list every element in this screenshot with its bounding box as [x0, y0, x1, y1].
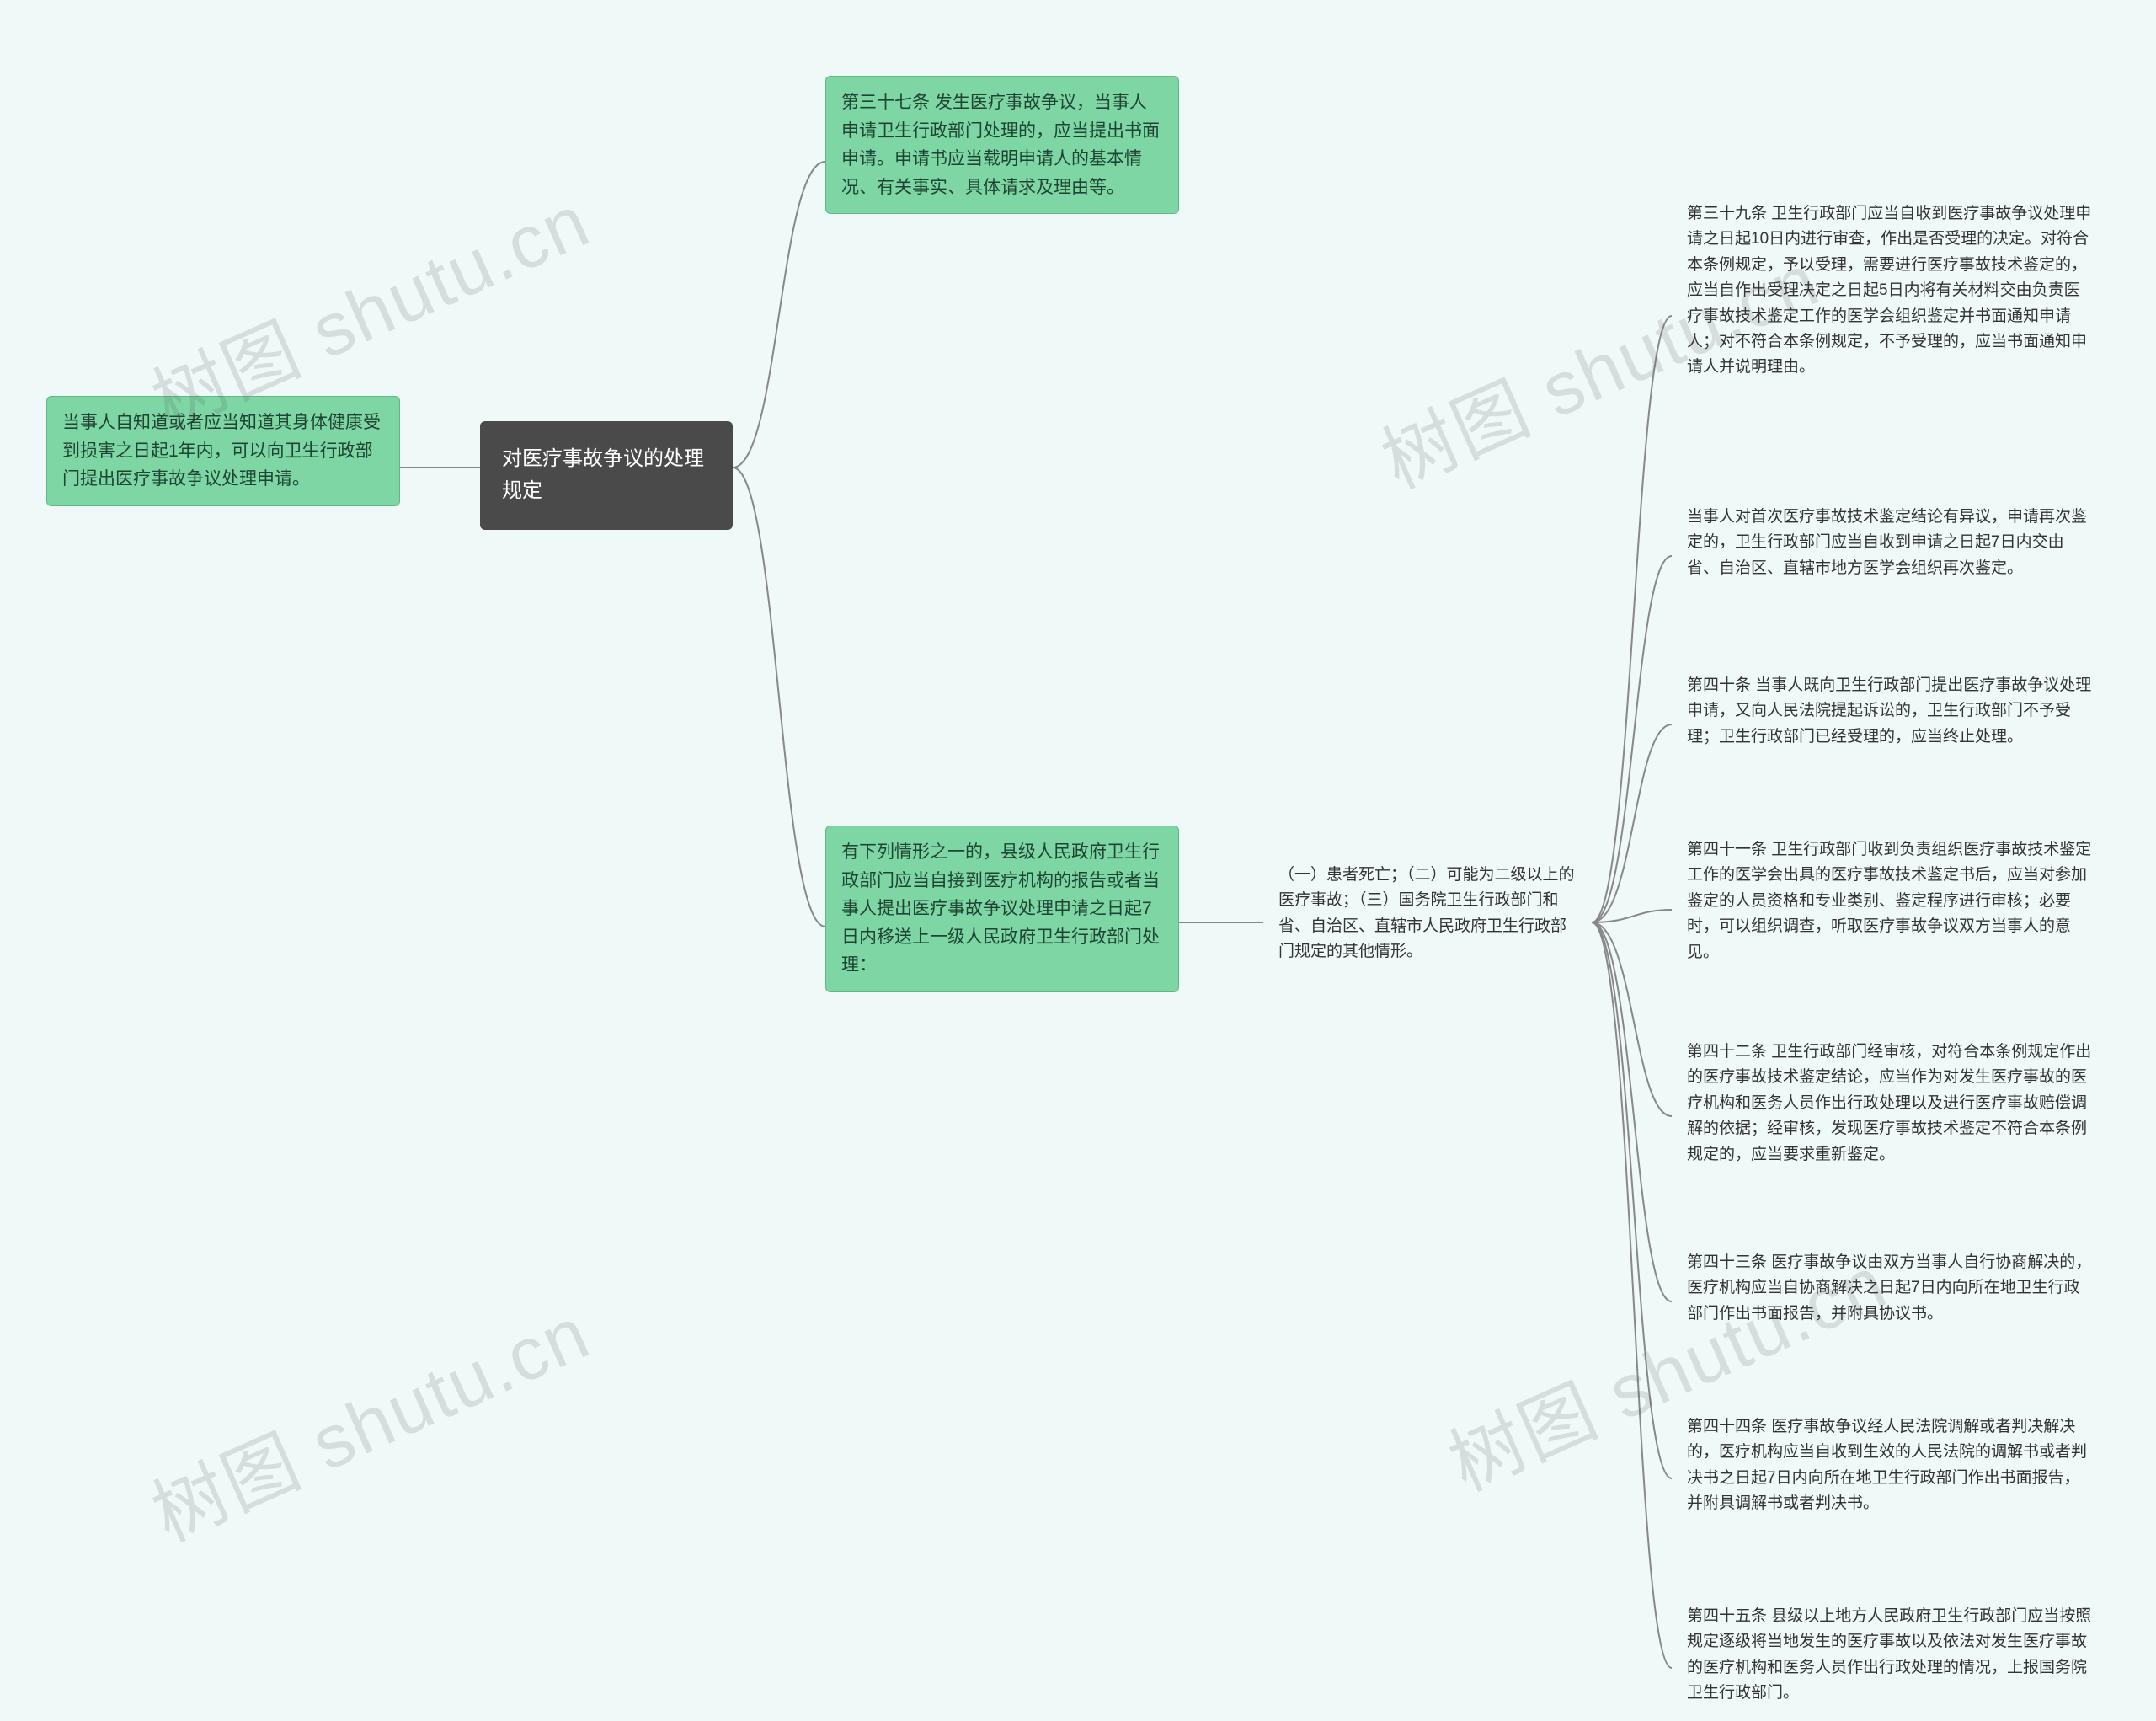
node-r3-text: 第四十条 当事人既向卫生行政部门提出医疗事故争议处理申请，又向人民法院提起诉讼的… — [1687, 676, 2091, 746]
node-c1-text: 第三十七条 发生医疗事故争议，当事人申请卫生行政部门处理的，应当提出书面申请。申… — [841, 93, 1160, 197]
node-left-1[interactable]: 当事人自知道或者应当知道其身体健康受到损害之日起1年内，可以向卫生行政部门提出医… — [46, 396, 400, 506]
root-label: 对医疗事故争议的处理规定 — [502, 447, 704, 502]
node-r7[interactable]: 第四十四条 医疗事故争议经人民法院调解或者判决解决的，医疗机构应当自收到生效的人… — [1672, 1403, 2110, 1529]
mindmap-canvas: 对医疗事故争议的处理规定 当事人自知道或者应当知道其身体健康受到损害之日起1年内… — [0, 0, 2156, 1721]
node-r5-text: 第四十二条 卫生行政部门经审核，对符合本条例规定作出的医疗事故技术鉴定结论，应当… — [1687, 1043, 2091, 1163]
node-r5[interactable]: 第四十二条 卫生行政部门经审核，对符合本条例规定作出的医疗事故技术鉴定结论，应当… — [1672, 1028, 2110, 1179]
node-c2-text: 有下列情形之一的，县级人民政府卫生行政部门应当自接到医疗机构的报告或者当事人提出… — [841, 842, 1160, 975]
node-c1[interactable]: 第三十七条 发生医疗事故争议，当事人申请卫生行政部门处理的，应当提出书面申请。申… — [825, 76, 1179, 214]
node-r2[interactable]: 当事人对首次医疗事故技术鉴定结论有异议，申请再次鉴定的，卫生行政部门应当自收到申… — [1672, 493, 2110, 593]
node-r4[interactable]: 第四十一条 卫生行政部门收到负责组织医疗事故技术鉴定工作的医学会出具的医疗事故技… — [1672, 826, 2110, 977]
node-c2[interactable]: 有下列情形之一的，县级人民政府卫生行政部门应当自接到医疗机构的报告或者当事人提出… — [825, 826, 1179, 992]
node-r7-text: 第四十四条 医疗事故争议经人民法院调解或者判决解决的，医疗机构应当自收到生效的人… — [1687, 1418, 2087, 1512]
node-r6-text: 第四十三条 医疗事故争议由双方当事人自行协商解决的，医疗机构应当自协商解决之日起… — [1687, 1253, 2091, 1323]
node-r6[interactable]: 第四十三条 医疗事故争议由双方当事人自行协商解决的，医疗机构应当自协商解决之日起… — [1672, 1238, 2110, 1339]
root-node[interactable]: 对医疗事故争议的处理规定 — [480, 421, 733, 530]
node-r1-text: 第三十九条 卫生行政部门应当自收到医疗事故争议处理申请之日起10日内进行审查，作… — [1687, 205, 2091, 376]
node-r8-text: 第四十五条 县级以上地方人民政府卫生行政部门应当按照规定逐级将当地发生的医疗事故… — [1687, 1607, 2091, 1702]
node-r1[interactable]: 第三十九条 卫生行政部门应当自收到医疗事故争议处理申请之日起10日内进行审查，作… — [1672, 190, 2110, 393]
node-r3[interactable]: 第四十条 当事人既向卫生行政部门提出医疗事故争议处理申请，又向人民法院提起诉讼的… — [1672, 661, 2110, 762]
node-r2-text: 当事人对首次医疗事故技术鉴定结论有异议，申请再次鉴定的，卫生行政部门应当自收到申… — [1687, 508, 2087, 577]
node-r8[interactable]: 第四十五条 县级以上地方人民政府卫生行政部门应当按照规定逐级将当地发生的医疗事故… — [1672, 1592, 2110, 1718]
node-c2-mid-text: （一）患者死亡；（二）可能为二级以上的医疗事故；（三）国务院卫生行政部门和省、自… — [1278, 866, 1575, 960]
node-c2-mid[interactable]: （一）患者死亡；（二）可能为二级以上的医疗事故；（三）国务院卫生行政部门和省、自… — [1263, 851, 1592, 977]
node-left-1-text: 当事人自知道或者应当知道其身体健康受到损害之日起1年内，可以向卫生行政部门提出医… — [62, 413, 381, 489]
node-r4-text: 第四十一条 卫生行政部门收到负责组织医疗事故技术鉴定工作的医学会出具的医疗事故技… — [1687, 841, 2091, 961]
